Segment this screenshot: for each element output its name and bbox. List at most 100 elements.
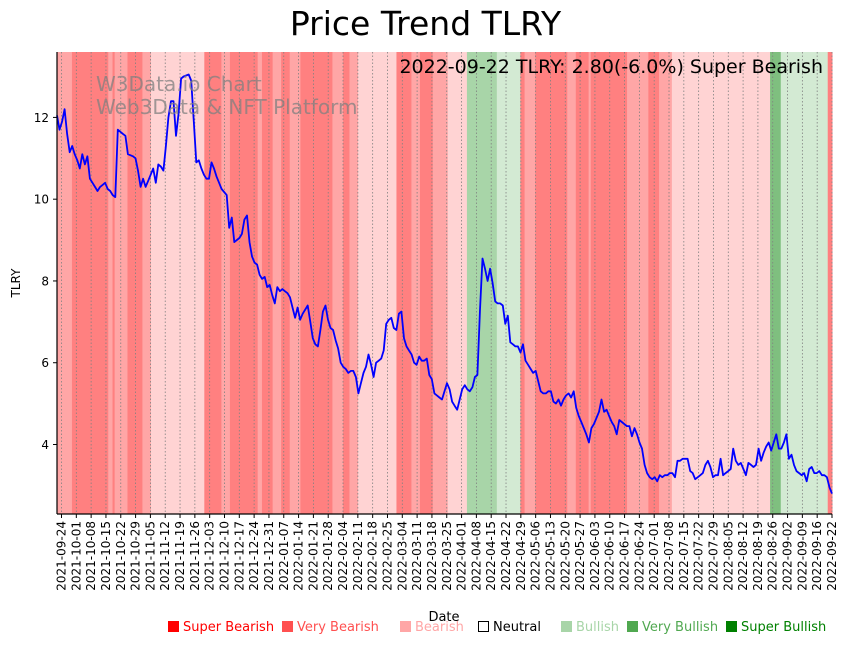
band-slight-bearish [358, 52, 397, 514]
vertical-gridlines [61, 52, 833, 514]
price-line-layer [56, 73, 833, 494]
watermark-line-1: W3Data.io Chart [96, 72, 262, 96]
x-tick-label: 2022-05-20 [558, 521, 572, 591]
x-tick-label: 2022-02-04 [336, 521, 350, 591]
x-tick-label: 2022-08-26 [766, 521, 780, 591]
x-axis-ticks: 2021-09-24 2021-10-01 2021-10-08 2021-10-15… [55, 514, 839, 591]
band-slight-bearish [447, 52, 468, 514]
x-tick-label: 2022-03-18 [425, 521, 439, 591]
legend-item: Neutral [478, 620, 541, 635]
x-tick-label: 2021-11-05 [143, 521, 157, 591]
band-bearish [524, 52, 536, 514]
legend-item: Bearish [400, 620, 464, 635]
band-very-bearish [127, 52, 143, 514]
x-tick-label: 2022-08-19 [751, 521, 765, 591]
legend-swatch [168, 621, 179, 632]
band-very-bearish [261, 52, 274, 514]
x-tick-label: 2022-02-18 [366, 521, 380, 591]
x-tick-label: 2022-02-25 [380, 521, 394, 591]
band-very-bearish [827, 52, 833, 514]
axes [56, 52, 832, 515]
band-slight-bullish [780, 52, 829, 514]
legend-swatch [282, 621, 293, 632]
x-tick-label: 2022-09-16 [810, 521, 824, 591]
band-very-bearish [204, 52, 222, 514]
y-tick-label: 8 [41, 274, 49, 288]
x-tick-label: 2021-12-03 [203, 521, 217, 591]
band-very-bearish [575, 52, 590, 514]
band-bearish [142, 52, 152, 514]
y-tick-label: 10 [34, 193, 49, 207]
x-tick-label: 2022-05-27 [573, 521, 587, 591]
x-tick-label: 2021-10-29 [129, 521, 143, 591]
price-line [56, 73, 833, 494]
y-tick-label: 12 [34, 111, 49, 125]
x-tick-label: 2022-05-13 [543, 521, 557, 591]
band-very-bearish [520, 52, 526, 514]
chart-title: Price Trend TLRY [289, 4, 562, 43]
band-very-bearish [535, 52, 568, 514]
x-tick-label: 2021-10-15 [99, 521, 113, 591]
x-tick-label: 2022-03-04 [395, 521, 409, 591]
band-bearish [567, 52, 577, 514]
band-very-bearish [419, 52, 434, 514]
legend-label: Bearish [415, 620, 464, 635]
x-tick-label: 2022-01-14 [292, 521, 306, 591]
x-tick-label: 2022-04-15 [484, 521, 498, 591]
x-tick-label: 2021-12-31 [262, 521, 276, 591]
legend-swatch [478, 621, 489, 632]
legend-label: Super Bullish [741, 620, 827, 635]
band-very-bearish [396, 52, 412, 514]
legend-item: Very Bullish [627, 620, 718, 635]
band-slight-bearish [150, 52, 205, 514]
legend: Super Bearish Very Bearish Bearish Neutral B… [0, 620, 851, 640]
band-very-bearish [590, 52, 628, 514]
x-tick-label: 2022-07-08 [662, 521, 676, 591]
legend-item: Super Bullish [726, 620, 826, 635]
band-very-bearish [229, 52, 259, 514]
legend-item: Very Bearish [282, 620, 379, 635]
band-bearish [432, 52, 449, 514]
band-bearish [289, 52, 301, 514]
x-tick-label: 2022-07-29 [706, 521, 720, 591]
band-bearish [627, 52, 649, 514]
x-tick-label: 2021-09-24 [55, 521, 69, 591]
x-tick-label: 2022-01-28 [321, 521, 335, 591]
x-tick-label: 2021-10-22 [114, 521, 128, 591]
x-tick-label: 2022-04-08 [469, 521, 483, 591]
legend-swatch [400, 621, 411, 632]
legend-swatch [726, 621, 737, 632]
band-slight-bearish [671, 52, 771, 514]
y-tick-label: 4 [41, 438, 49, 452]
band-very-bearish [71, 52, 109, 514]
x-tick-label: 2022-08-05 [721, 521, 735, 591]
x-tick-label: 2021-10-01 [69, 521, 83, 591]
x-tick-label: 2021-11-19 [173, 521, 187, 591]
x-tick-label: 2021-12-17 [232, 521, 246, 591]
x-tick-label: 2022-04-29 [514, 521, 528, 591]
x-tick-label: 2022-04-01 [455, 521, 469, 591]
y-tick-label: 6 [41, 356, 49, 370]
x-tick-label: 2022-07-15 [677, 521, 691, 591]
legend-item: Bullish [561, 620, 619, 635]
sentiment-bands [57, 52, 833, 514]
band-bearish [411, 52, 421, 514]
band-bearish [114, 52, 128, 514]
x-tick-label: 2022-08-12 [736, 521, 750, 591]
x-tick-label: 2022-09-22 [825, 521, 839, 591]
legend-item: Super Bearish [168, 620, 274, 635]
band-slight-bullish [496, 52, 521, 514]
x-tick-label: 2022-09-09 [795, 521, 809, 591]
legend-label: Very Bearish [297, 620, 379, 635]
x-tick-label: 2022-05-06 [529, 521, 543, 591]
watermark: W3Data.io Chart Web3Data & NFT Platform [96, 72, 357, 119]
x-tick-label: 2022-06-03 [588, 521, 602, 591]
x-tick-label: 2022-06-17 [618, 521, 632, 591]
x-tick-label: 2022-03-25 [440, 521, 454, 591]
band-very-bearish [343, 52, 350, 514]
y-axis-label: TLRY [9, 268, 23, 299]
y-axis-ticks: 4 6 8 10 12 [34, 111, 57, 452]
band-bearish [332, 52, 344, 514]
x-tick-label: 2022-09-02 [781, 521, 795, 591]
